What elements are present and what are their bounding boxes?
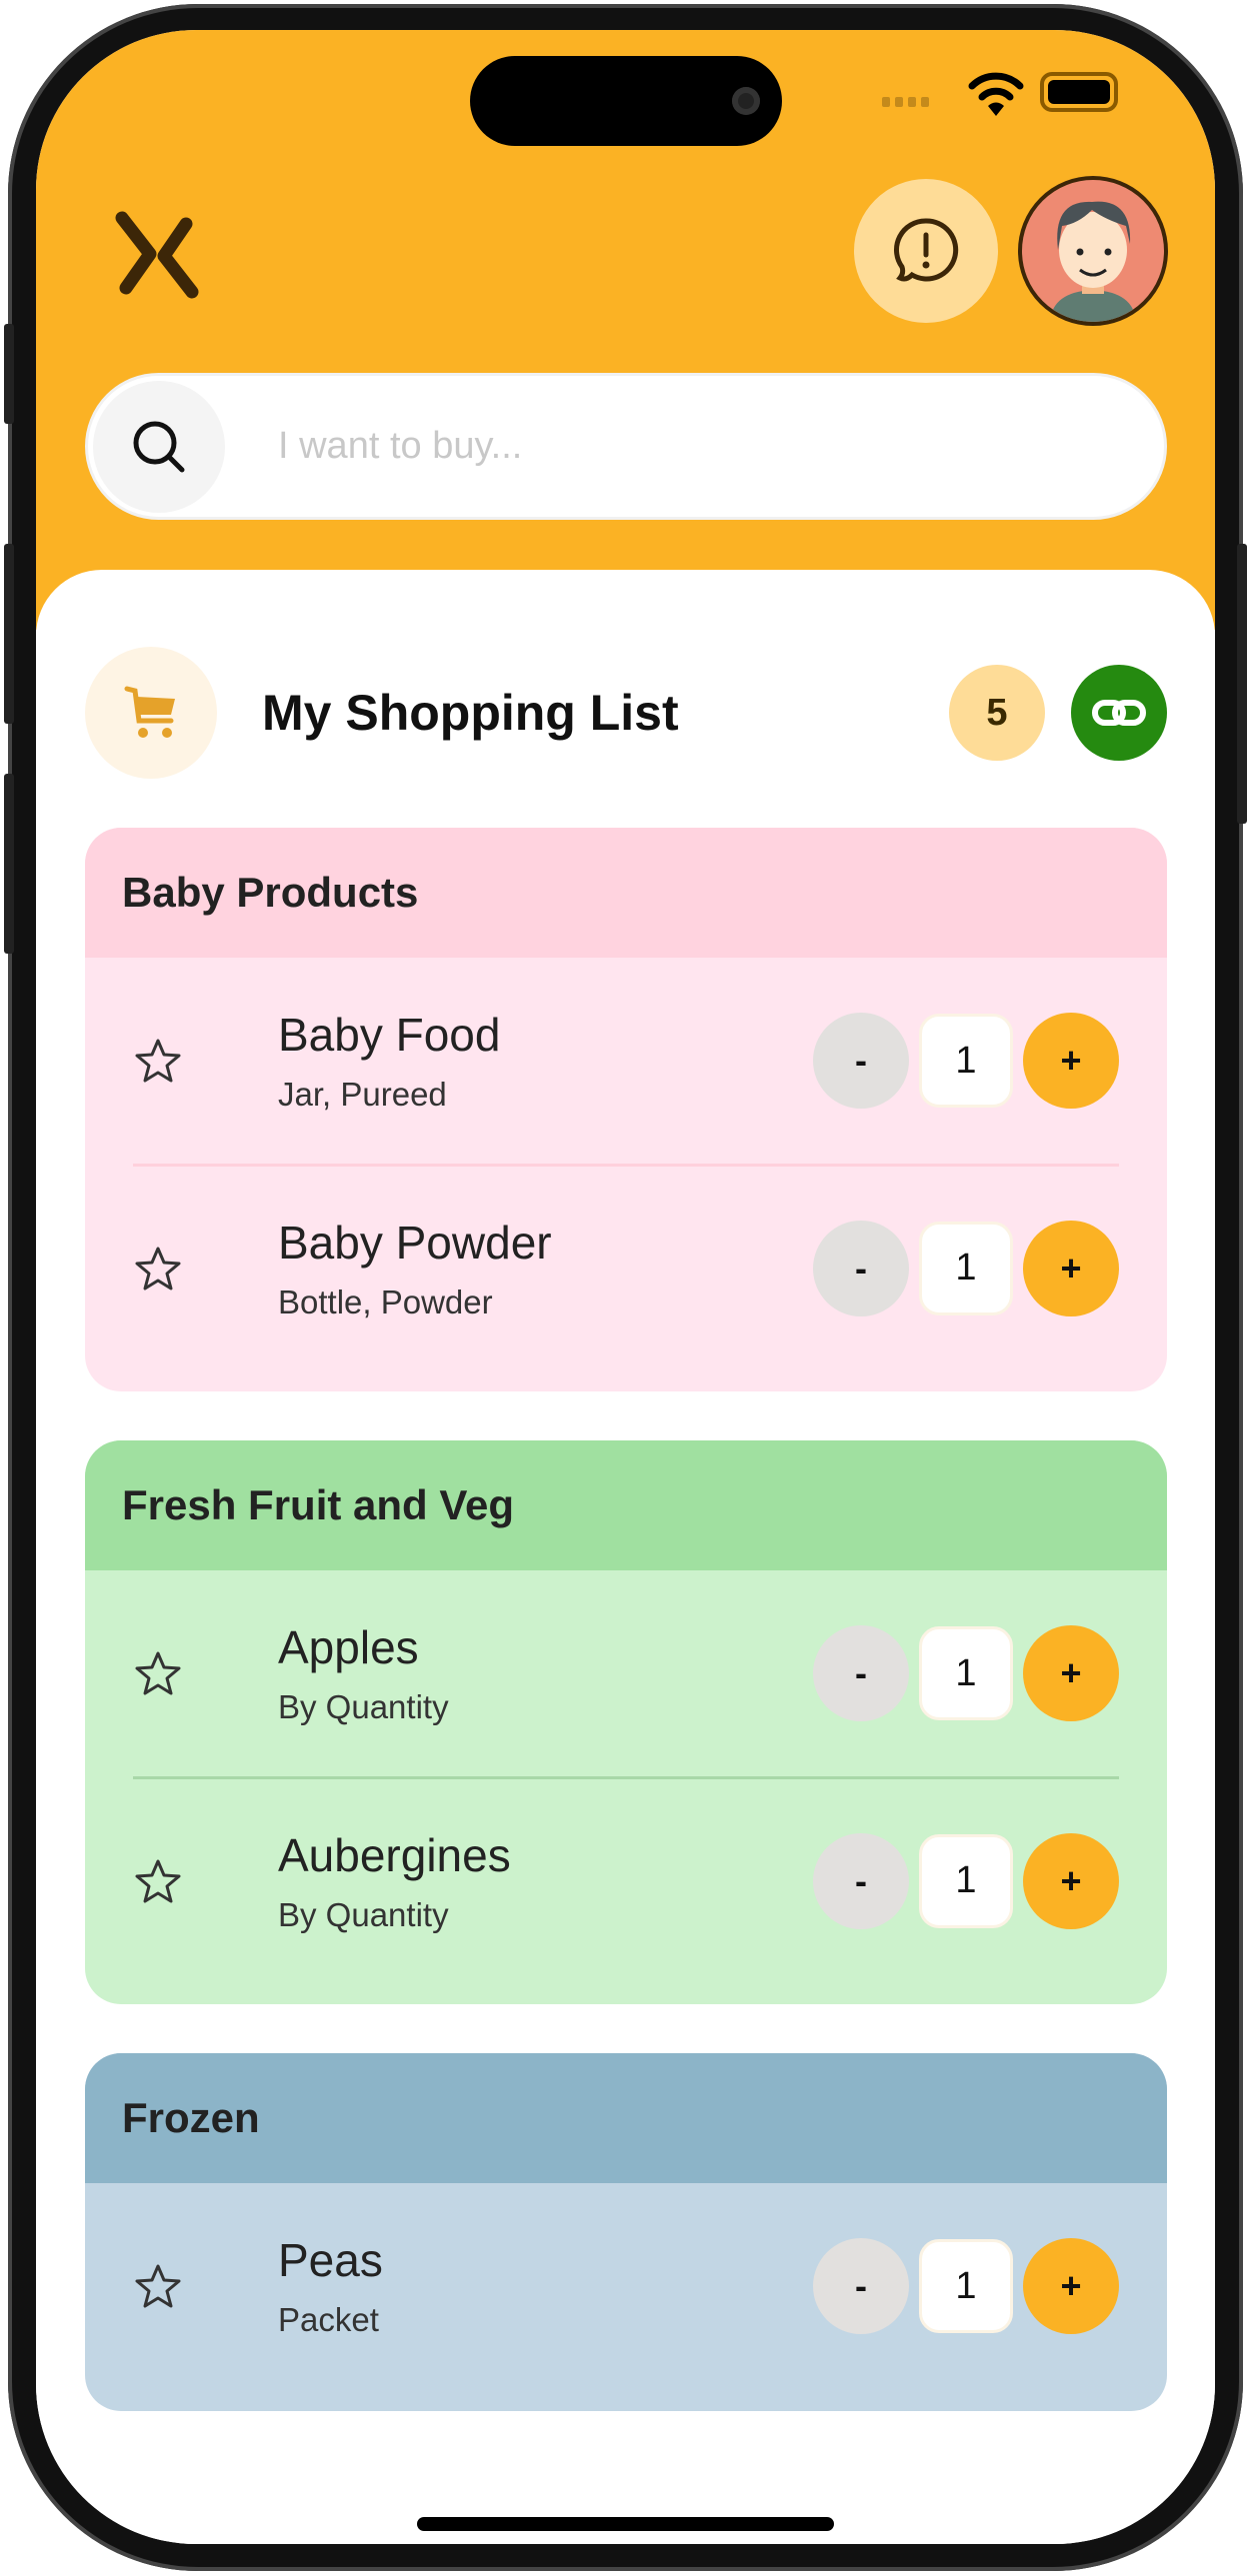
quantity-value[interactable]: 1 — [919, 2239, 1013, 2333]
item-text: Baby Powder Bottle, Powder — [278, 1216, 813, 1321]
increase-button[interactable]: + — [1023, 1832, 1119, 1929]
quantity-value[interactable]: 1 — [919, 1221, 1013, 1315]
increase-button[interactable]: + — [1023, 1013, 1119, 1109]
star-icon[interactable] — [133, 1244, 183, 1293]
category-items: Baby Food Jar, Pureed - 1 + Baby Powder … — [85, 958, 1167, 1391]
category-card: Fresh Fruit and Veg Apples By Quantity -… — [85, 1440, 1167, 2004]
quantity-stepper: - 1 + — [813, 1625, 1119, 1721]
item-name: Apples — [278, 1621, 419, 1673]
cart-badge — [85, 647, 217, 779]
quantity-value[interactable]: 1 — [919, 1833, 1013, 1928]
search-bar[interactable] — [85, 373, 1167, 520]
shopping-list-panel: My Shopping List 5 Baby Products Baby Fo… — [36, 570, 1215, 2544]
list-title-row: My Shopping List 5 — [85, 647, 1167, 779]
item-name: Baby Powder — [278, 1216, 552, 1269]
category-header: Baby Products — [85, 828, 1167, 958]
item-description: By Quantity — [278, 1688, 449, 1725]
search-input[interactable] — [278, 425, 1078, 468]
category-card: Baby Products Baby Food Jar, Pureed - 1 … — [85, 828, 1167, 1391]
quantity-stepper: - 1 + — [813, 2238, 1119, 2334]
item-description: Bottle, Powder — [278, 1283, 493, 1320]
quantity-value[interactable]: 1 — [919, 1014, 1013, 1108]
alert-chat-icon — [894, 218, 959, 282]
star-icon[interactable] — [133, 2261, 183, 2311]
star-icon[interactable] — [133, 1036, 183, 1086]
decrease-button[interactable]: - — [813, 1832, 909, 1929]
share-link-button[interactable] — [1071, 665, 1167, 761]
item-description: Packet — [278, 2301, 379, 2338]
category-header: Frozen — [85, 2053, 1167, 2183]
alert-button[interactable] — [854, 179, 998, 323]
list-item: Aubergines By Quantity - 1 + — [133, 1776, 1119, 1982]
dynamic-island — [470, 56, 782, 146]
list-item: Peas Packet - 1 + — [133, 2183, 1119, 2389]
page-title: My Shopping List — [262, 685, 679, 741]
signal-icon — [882, 97, 929, 107]
increase-button[interactable]: + — [1023, 1220, 1119, 1316]
list-item: Baby Powder Bottle, Powder - 1 + — [133, 1164, 1119, 1369]
category-items: Apples By Quantity - 1 + Aubergines By Q… — [85, 1570, 1167, 2004]
item-name: Aubergines — [278, 1828, 511, 1881]
decrease-button[interactable]: - — [813, 1220, 909, 1316]
category-list: Baby Products Baby Food Jar, Pureed - 1 … — [85, 828, 1167, 2460]
item-name: Peas — [278, 2234, 383, 2286]
decrease-button[interactable]: - — [813, 1013, 909, 1109]
increase-button[interactable]: + — [1023, 2238, 1119, 2334]
camera-icon — [732, 87, 760, 115]
volume-down-button — [4, 774, 14, 954]
side-button — [4, 324, 14, 424]
avatar[interactable] — [1018, 176, 1168, 326]
list-item: Baby Food Jar, Pureed - 1 + — [133, 958, 1119, 1164]
quantity-stepper: - 1 + — [813, 1013, 1119, 1109]
item-name: Baby Food — [278, 1009, 501, 1061]
cart-icon — [124, 686, 175, 738]
item-description: Jar, Pureed — [278, 1076, 447, 1113]
header — [36, 30, 1215, 630]
search-icon — [133, 421, 185, 472]
decrease-button[interactable]: - — [813, 2238, 909, 2334]
item-text: Apples By Quantity — [278, 1620, 813, 1726]
volume-up-button — [4, 544, 14, 724]
increase-button[interactable]: + — [1023, 1625, 1119, 1721]
item-description: By Quantity — [278, 1895, 449, 1933]
power-button — [1237, 544, 1247, 824]
search-button[interactable] — [93, 380, 225, 513]
decrease-button[interactable]: - — [813, 1625, 909, 1721]
star-icon[interactable] — [133, 1856, 183, 1906]
quantity-stepper: - 1 + — [813, 1220, 1119, 1316]
user-avatar-icon — [1050, 201, 1136, 322]
category-card: Frozen Peas Packet - 1 + — [85, 2053, 1167, 2411]
category-items: Peas Packet - 1 + — [85, 2183, 1167, 2411]
item-text: Peas Packet — [278, 2233, 813, 2339]
quantity-stepper: - 1 + — [813, 1832, 1119, 1929]
home-indicator[interactable] — [417, 2517, 834, 2531]
list-item: Apples By Quantity - 1 + — [133, 1570, 1119, 1776]
logo-chevrons-icon[interactable] — [112, 210, 202, 300]
star-icon[interactable] — [133, 1648, 183, 1698]
quantity-value[interactable]: 1 — [919, 1626, 1013, 1720]
app-screen: My Shopping List 5 Baby Products Baby Fo… — [36, 30, 1215, 2544]
wifi-icon — [968, 72, 1024, 116]
category-header: Fresh Fruit and Veg — [85, 1440, 1167, 1570]
link-icon — [1092, 700, 1146, 726]
item-text: Baby Food Jar, Pureed — [278, 1008, 813, 1114]
item-count-badge: 5 — [949, 665, 1045, 761]
item-text: Aubergines By Quantity — [278, 1828, 813, 1934]
battery-icon — [1040, 72, 1118, 112]
